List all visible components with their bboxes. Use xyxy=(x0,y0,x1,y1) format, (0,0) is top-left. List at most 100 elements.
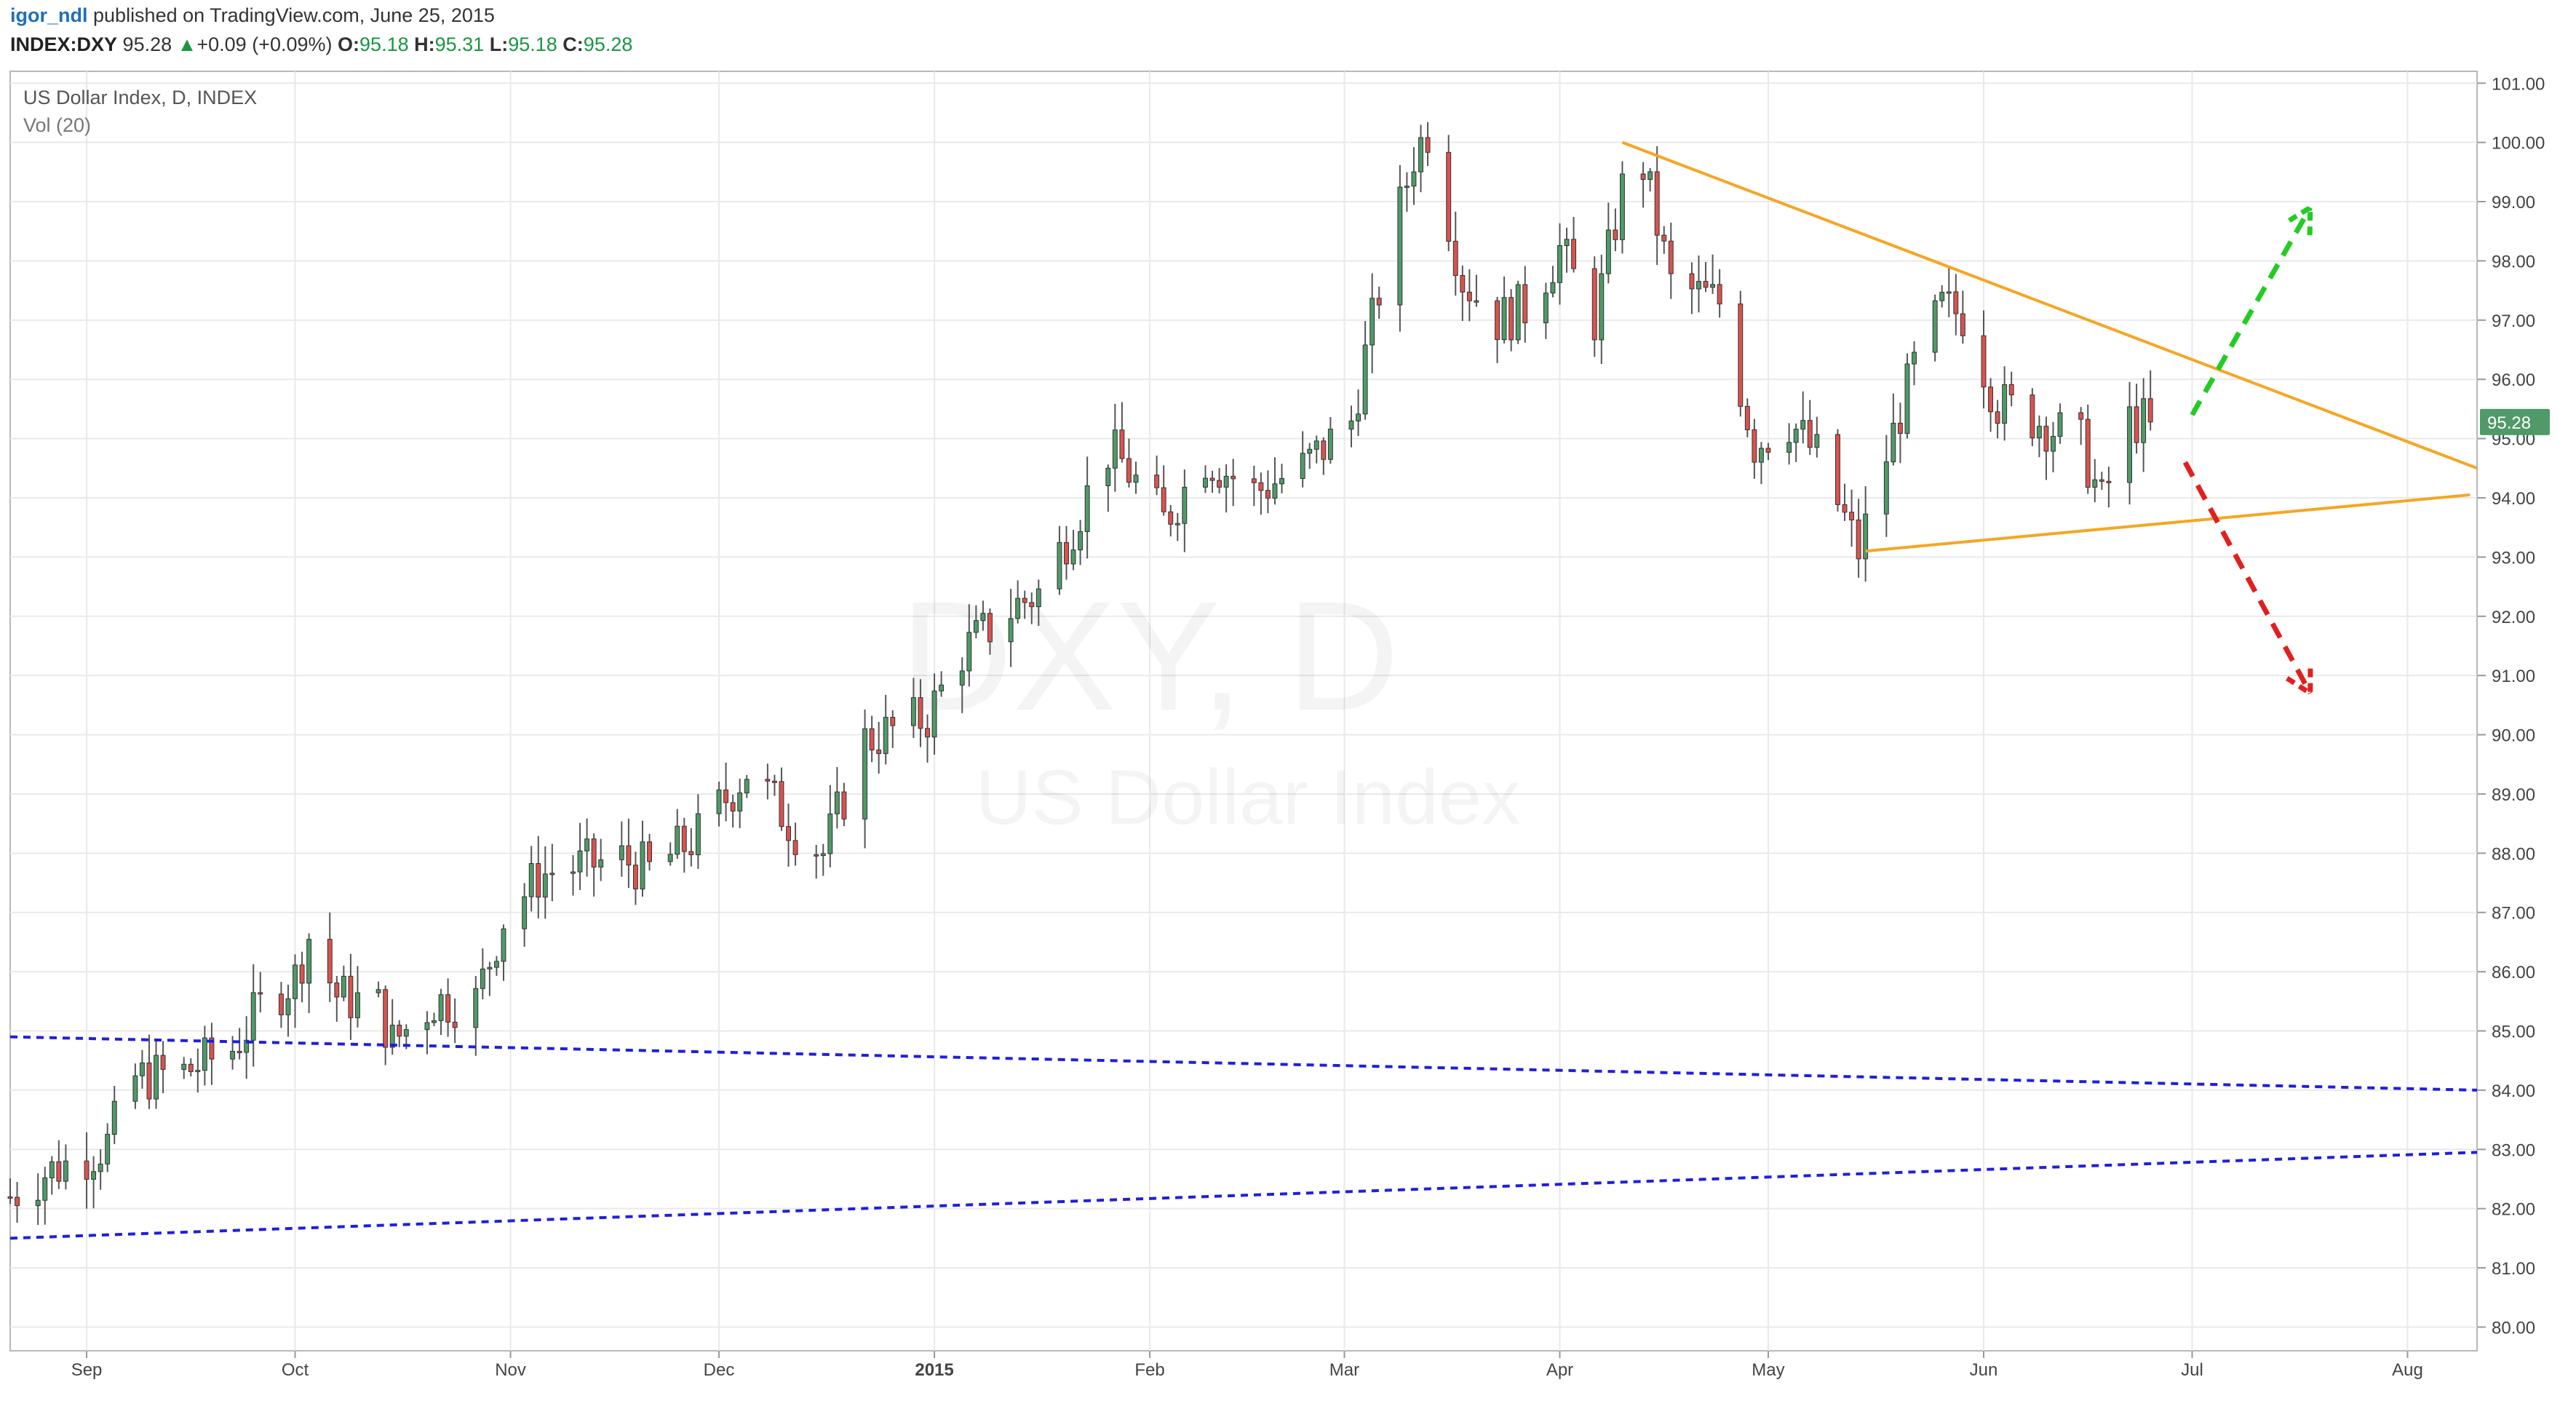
candle[interactable] xyxy=(1863,486,1869,582)
candle[interactable] xyxy=(49,1156,55,1195)
candle[interactable] xyxy=(827,785,833,868)
candle[interactable] xyxy=(1126,438,1132,488)
price-chart[interactable]: DXY, D US Dollar Index 80.00 81.00 82.00 83… xyxy=(0,70,2576,1397)
candle[interactable] xyxy=(487,961,493,996)
candle[interactable] xyxy=(1404,172,1410,212)
candle[interactable] xyxy=(959,657,965,713)
candle[interactable] xyxy=(181,1057,187,1079)
candle[interactable] xyxy=(2099,472,2104,491)
candle[interactable] xyxy=(647,833,652,871)
candle[interactable] xyxy=(1807,400,1813,455)
candle[interactable] xyxy=(675,809,680,859)
candle[interactable] xyxy=(1015,580,1021,624)
candle[interactable] xyxy=(258,972,263,1013)
candle[interactable] xyxy=(1321,437,1327,475)
candle[interactable] xyxy=(1418,124,1423,193)
candle[interactable] xyxy=(1112,403,1118,492)
candle[interactable] xyxy=(35,1173,41,1226)
candle[interactable] xyxy=(1640,162,1646,208)
candle[interactable] xyxy=(438,988,444,1036)
candle[interactable] xyxy=(1564,227,1570,273)
candle[interactable] xyxy=(278,982,284,1028)
candle[interactable] xyxy=(1953,274,1959,336)
candle[interactable] xyxy=(209,1023,215,1085)
candle[interactable] xyxy=(1814,416,1820,458)
candle[interactable] xyxy=(1668,222,1674,299)
candle[interactable] xyxy=(598,838,604,881)
candle[interactable] xyxy=(63,1144,68,1190)
candle[interactable] xyxy=(1599,254,1605,365)
candle[interactable] xyxy=(56,1140,62,1189)
candle[interactable] xyxy=(1495,296,1500,363)
candle[interactable] xyxy=(1904,353,1910,439)
candle[interactable] xyxy=(1988,378,1994,432)
candle[interactable] xyxy=(327,912,333,1002)
candle[interactable] xyxy=(348,953,354,1040)
candle[interactable] xyxy=(1035,579,1041,627)
candle[interactable] xyxy=(2057,403,2063,444)
candle[interactable] xyxy=(1696,255,1701,313)
candle[interactable] xyxy=(1425,122,1431,167)
candle[interactable] xyxy=(1647,168,1653,192)
candle[interactable] xyxy=(188,1058,194,1077)
candle[interactable] xyxy=(1758,442,1764,485)
candle[interactable] xyxy=(1022,590,1027,619)
candle[interactable] xyxy=(1376,286,1382,320)
candle[interactable] xyxy=(2141,378,2147,472)
candle[interactable] xyxy=(1231,459,1236,507)
candle[interactable] xyxy=(918,679,923,747)
candle[interactable] xyxy=(236,1028,242,1060)
candle[interactable] xyxy=(250,964,256,1067)
candle[interactable] xyxy=(1105,464,1111,512)
candle[interactable] xyxy=(771,774,777,796)
candle[interactable] xyxy=(2092,459,2098,503)
candle[interactable] xyxy=(1119,402,1125,463)
candle[interactable] xyxy=(7,1178,13,1204)
candle[interactable] xyxy=(1891,393,1896,466)
candle[interactable] xyxy=(2036,415,2042,458)
candle[interactable] xyxy=(577,822,583,890)
candle[interactable] xyxy=(522,883,528,947)
candle[interactable] xyxy=(1752,418,1757,479)
candle[interactable] xyxy=(2106,467,2112,508)
candle[interactable] xyxy=(1203,465,1208,493)
candle[interactable] xyxy=(1154,456,1160,496)
candle[interactable] xyxy=(1515,280,1521,344)
candle[interactable] xyxy=(2008,371,2014,407)
candle[interactable] xyxy=(105,1123,111,1172)
candle[interactable] xyxy=(341,965,346,1001)
candle[interactable] xyxy=(1064,525,1069,580)
candle[interactable] xyxy=(1161,465,1166,516)
candle[interactable] xyxy=(2127,381,2132,505)
candle[interactable] xyxy=(890,710,896,748)
candle[interactable] xyxy=(202,1025,207,1086)
candle[interactable] xyxy=(1460,265,1466,321)
candle[interactable] xyxy=(841,782,847,827)
candle[interactable] xyxy=(1209,470,1215,493)
candle[interactable] xyxy=(571,854,576,896)
candle[interactable] xyxy=(1466,269,1472,322)
candle[interactable] xyxy=(230,1036,236,1070)
candle[interactable] xyxy=(883,694,889,765)
candle[interactable] xyxy=(1543,282,1549,339)
candle[interactable] xyxy=(528,846,534,912)
candle[interactable] xyxy=(681,817,687,873)
candle[interactable] xyxy=(355,966,360,1028)
candle[interactable] xyxy=(1356,389,1361,437)
candle[interactable] xyxy=(1446,135,1452,252)
candle[interactable] xyxy=(383,985,389,1065)
candle[interactable] xyxy=(1765,442,1771,461)
author-link[interactable]: igor_ndl xyxy=(10,4,88,26)
y-axis[interactable]: 80.00 81.00 82.00 83.00 84.00 85.00 86.00 87.00… xyxy=(2477,74,2545,1338)
candle[interactable] xyxy=(154,1039,159,1109)
candle[interactable] xyxy=(1265,470,1271,514)
candle[interactable] xyxy=(139,1049,145,1089)
candle[interactable] xyxy=(1057,525,1062,595)
candle[interactable] xyxy=(244,1016,250,1079)
candle[interactable] xyxy=(820,844,826,876)
candle[interactable] xyxy=(667,842,673,866)
candle[interactable] xyxy=(876,721,882,774)
candle[interactable] xyxy=(1029,592,1035,624)
x-axis[interactable]: Sep Oct Nov Dec 2015 Feb Mar Apr May Jun Jul Aug xyxy=(71,1351,2423,1380)
candle[interactable] xyxy=(2078,407,2084,445)
